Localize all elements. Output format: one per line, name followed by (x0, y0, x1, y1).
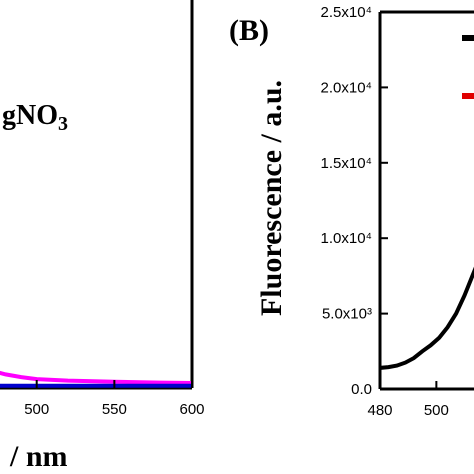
panel-a-legend-label: gNO3 (2, 100, 68, 135)
panel-b-series-line-0 (379, 266, 474, 370)
panel-a-x-tick-label: 550 (102, 401, 127, 418)
panel-a: 00500550600 gNO3 / nm (0, 0, 205, 473)
panel-a-series-group (0, 370, 193, 388)
panel-b-y-tick-label: 0.0 (351, 381, 372, 398)
subscript-3: 3 (58, 113, 68, 135)
panel-b-y-tick-label: 2.5x10⁴ (321, 4, 372, 21)
panel-b-x-tick-label: 500 (424, 402, 449, 419)
panel-a-x-tick-label: 500 (24, 401, 49, 418)
panel-b-label: (B) (229, 14, 269, 47)
panel-b-y-ticks: 0.0 5.0x10³ 1.0x10⁴ 1.5x10⁴ 2.0x10⁴ 2.5x10⁴ (321, 4, 388, 398)
panel-b-y-axis-label: Fluorescence / a.u. (255, 80, 288, 316)
panel-b-y-tick-label: 5.0x10³ (322, 306, 372, 323)
panel-a-x-tick-label: 600 (179, 401, 204, 418)
panel-a-x-ticks: 00500550600 (24, 380, 205, 418)
panel-b-legend (462, 35, 474, 99)
panel-b-series-group (379, 266, 474, 370)
panel-a-x-axis-label: / nm (9, 440, 68, 473)
panel-b-y-tick-label: 1.5x10⁴ (321, 155, 372, 172)
panel-b-x-tick-label: 480 (367, 402, 392, 419)
panel-b-y-tick-label: 1.0x10⁴ (321, 230, 372, 247)
panel-b-x-ticks: 480500520 (367, 381, 449, 419)
panel-b: (B) Fluorescence / a.u. 0.0 5.0x10³ 1.0x10… (229, 4, 474, 419)
panel-b-y-tick-label: 2.0x10⁴ (321, 79, 372, 96)
panel-a-series-line-0 (0, 370, 193, 385)
